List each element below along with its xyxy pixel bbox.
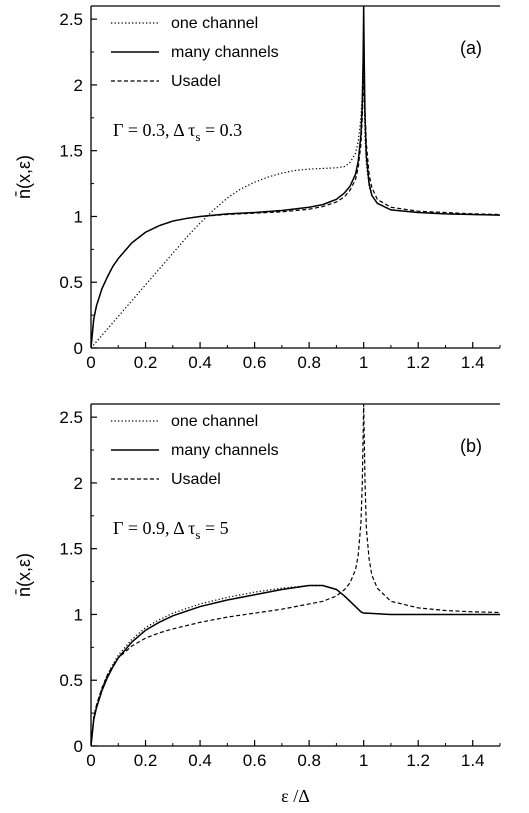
parameters-annotation: Γ = 0.9, Δ τs = 5 (113, 518, 229, 542)
x-tick-label: 0.4 (188, 353, 212, 372)
series-line-one-channel (91, 45, 500, 348)
parameters-subscript: s (195, 527, 200, 542)
panel-a: 0 0.2 0.4 0.6 0.8 1 1.2 1.4 0 0.5 1 1.5 2 2.5 n̄(x,ε) o… (14, 5, 501, 372)
legend-label: one channel (171, 15, 258, 32)
legend-label: many channels (171, 44, 279, 61)
y-tick-label: 0 (74, 737, 83, 756)
series-line-usadel (91, 78, 500, 348)
x-tick-label: 0.2 (134, 751, 158, 770)
y-tick-label: 1.5 (59, 540, 83, 559)
x-tick-label: 0.6 (243, 353, 267, 372)
x-tick-label: 0.6 (243, 751, 267, 770)
panel-label: (a) (460, 38, 482, 58)
legend-label: Usadel (171, 471, 221, 488)
y-tick-label: 2 (74, 76, 83, 95)
plot-curves (91, 404, 500, 746)
legend-label: many channels (171, 442, 279, 459)
parameters-text-a: Γ = 0.9, Δ τ (113, 518, 195, 538)
series-line-many-channels (91, 584, 500, 746)
parameters-annotation: Γ = 0.3, Δ τs = 0.3 (113, 120, 242, 144)
panel-label: (b) (460, 436, 482, 456)
parameters-text-b: = 0.3 (200, 120, 242, 140)
series-line-usadel (91, 404, 500, 746)
y-axis-label: n̄(x,ε) (14, 155, 34, 199)
panel-b: 0 0.2 0.4 0.6 0.8 1 1.2 1.4 0 0.5 1 1.5 2 2.5 n̄(x,ε) ε… (14, 403, 501, 806)
x-axis-label: ε /Δ (281, 786, 310, 806)
plot-curves (91, 6, 500, 348)
x-tick-label: 0.8 (297, 353, 321, 372)
x-tick-label: 0.4 (188, 751, 212, 770)
y-tick-label: 0.5 (59, 671, 83, 690)
x-tick-label: 1 (359, 353, 368, 372)
y-tick-label: 2.5 (59, 408, 83, 427)
parameters-text-b: = 5 (200, 518, 228, 538)
x-tick-label: 1.4 (461, 751, 485, 770)
y-tick-label: 0 (74, 339, 83, 358)
series-line-many-channels (91, 6, 500, 348)
y-tick-label: 1 (74, 605, 83, 624)
y-tick-label: 2.5 (59, 10, 83, 29)
legend-label: Usadel (171, 73, 221, 90)
parameters-subscript: s (195, 129, 200, 144)
legend-label: one channel (171, 413, 258, 430)
x-tick-label: 0 (86, 751, 95, 770)
x-tick-label: 1.2 (406, 751, 430, 770)
y-tick-label: 2 (74, 474, 83, 493)
x-tick-label: 1.4 (461, 353, 485, 372)
x-tick-label: 0.2 (134, 353, 158, 372)
x-tick-label: 0.8 (297, 751, 321, 770)
x-tick-label: 1 (359, 751, 368, 770)
y-tick-label: 0.5 (59, 273, 83, 292)
x-tick-label: 0 (86, 353, 95, 372)
x-tick-label: 1.2 (406, 353, 430, 372)
y-tick-label: 1 (74, 207, 83, 226)
parameters-text-a: Γ = 0.3, Δ τ (113, 120, 195, 140)
y-tick-label: 1.5 (59, 142, 83, 161)
y-axis-label: n̄(x,ε) (14, 553, 34, 597)
